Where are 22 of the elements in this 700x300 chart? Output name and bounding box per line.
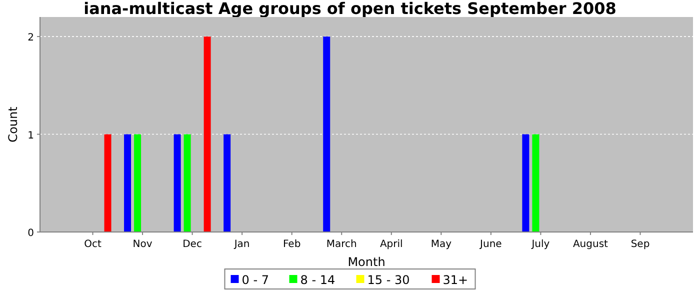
legend-label: 31+ [442, 273, 468, 287]
x-tick-label: June [479, 239, 502, 250]
x-tick-label: July [530, 239, 550, 250]
chart-title: iana-multicast Age groups of open tickets September 2008 [84, 0, 616, 18]
x-tick-label: August [572, 239, 608, 250]
x-axis-title: Month [348, 255, 386, 269]
x-tick-label: Sep [630, 239, 650, 250]
y-tick-label: 0 [28, 228, 34, 239]
x-tick-label: April [380, 239, 403, 250]
x-tick-label: Oct [84, 239, 102, 250]
x-tick-label: May [430, 239, 452, 250]
x-tick-label: Feb [282, 239, 301, 250]
y-tick-label: 2 [28, 32, 34, 44]
legend-label: 15 - 30 [367, 273, 410, 287]
x-tick-label: Nov [132, 239, 152, 250]
y-tick-label: 1 [28, 130, 34, 142]
legend-label: 0 - 7 [242, 273, 269, 287]
legend-label: 8 - 14 [300, 273, 336, 287]
x-tick-label: March [326, 239, 357, 250]
x-tick-label: Jan [233, 239, 250, 250]
x-tick-label: Dec [182, 239, 202, 250]
y-axis-title: Count [6, 106, 20, 142]
